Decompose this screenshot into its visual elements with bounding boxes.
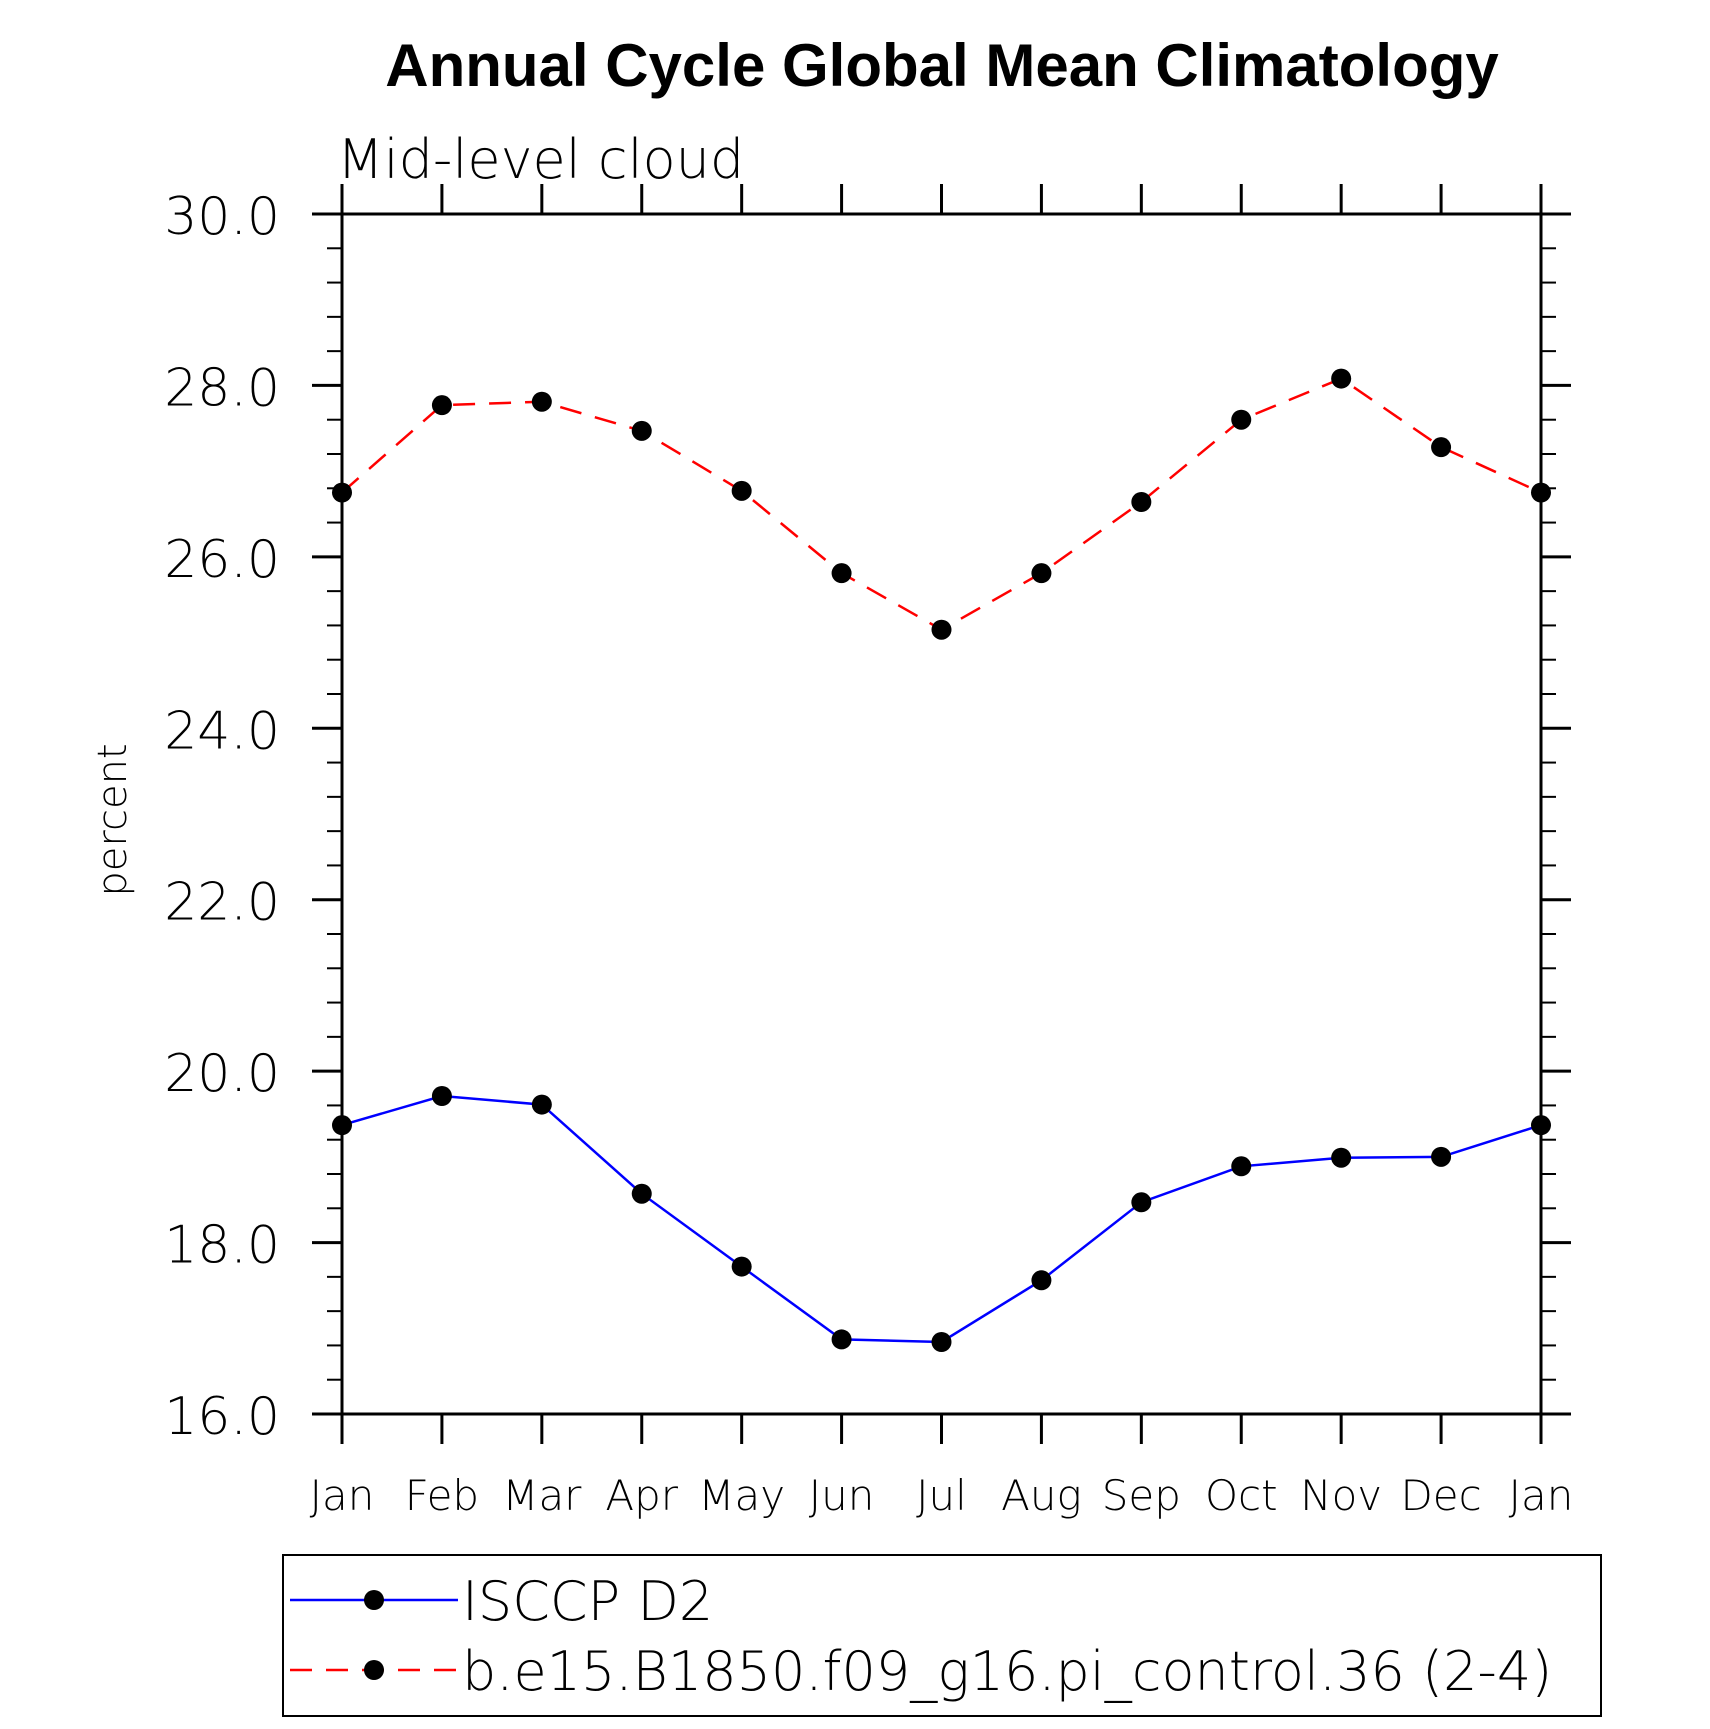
x-tick-label: Nov	[1300, 1471, 1382, 1520]
data-point	[631, 1183, 652, 1204]
data-point	[1231, 409, 1252, 430]
x-tick-label: May	[698, 1471, 785, 1520]
data-point	[431, 395, 452, 416]
legend-marker-1	[364, 1660, 384, 1680]
x-tick-label: Apr	[605, 1471, 678, 1520]
legend-marker-0	[364, 1590, 384, 1610]
legend-label-1: b.e15.B1850.f09_g16.pi_control.36 (2-4)	[462, 1640, 1552, 1703]
x-tick-label: Feb	[405, 1471, 479, 1520]
data-point	[931, 1332, 952, 1352]
x-tick-label: Aug	[1001, 1471, 1082, 1520]
x-tick-label: Dec	[1400, 1471, 1481, 1520]
data-point	[1331, 1147, 1352, 1168]
series-line-0	[341, 1094, 1542, 1344]
y-tick-label: 16.0	[164, 1387, 280, 1447]
plot-frame	[340, 212, 1543, 1416]
x-tick-label: Jul	[916, 1471, 967, 1520]
y-tick-label: 18.0	[164, 1216, 280, 1276]
chart-subtitle: Mid-level cloud	[337, 128, 744, 191]
data-point	[731, 480, 752, 501]
data-point	[831, 563, 852, 584]
y-axis-label: percent	[90, 743, 136, 896]
x-tick-label: Mar	[502, 1471, 582, 1520]
legend-box	[282, 1554, 1602, 1717]
data-point	[1031, 563, 1052, 584]
y-tick-label: 26.0	[164, 530, 280, 590]
x-tick-label: Jan	[310, 1471, 375, 1520]
data-point	[831, 1329, 852, 1350]
data-point	[1231, 1156, 1252, 1177]
data-point	[1131, 1192, 1152, 1213]
data-point	[1431, 437, 1452, 458]
y-tick-label: 20.0	[164, 1044, 280, 1104]
y-tick-label: 28.0	[164, 358, 280, 418]
y-tick-label: 24.0	[164, 701, 280, 761]
y-tick-label: 30.0	[164, 187, 280, 247]
data-point	[631, 420, 652, 441]
chart-title: Annual Cycle Global Mean Climatology	[385, 32, 1499, 99]
series-layer	[332, 368, 1551, 1352]
data-point	[1431, 1146, 1452, 1167]
data-point	[531, 391, 552, 412]
x-tick-label: Jan	[1509, 1471, 1574, 1520]
legend: ISCCP D2 b.e15.B1850.f09_g16.pi_control.3…	[282, 1554, 1602, 1717]
x-tick-label: Sep	[1102, 1471, 1181, 1520]
x-tick-label: Jun	[809, 1471, 875, 1520]
x-tick-label: Oct	[1205, 1471, 1278, 1520]
y-tick-label: 22.0	[164, 873, 280, 933]
data-point	[931, 619, 952, 640]
data-point	[731, 1256, 752, 1277]
series-line-1	[341, 377, 1542, 632]
data-point	[1131, 492, 1152, 512]
tick-labels: Jan Feb Mar Apr May Jun Jul Aug Sep Oct Nov Dec Jan 1…	[164, 187, 1573, 1520]
axis-ticks	[312, 184, 1571, 1444]
legend-label-0: ISCCP D2	[462, 1570, 713, 1633]
data-point	[1331, 368, 1352, 389]
data-point	[531, 1094, 552, 1115]
data-point	[431, 1086, 452, 1106]
data-point	[1031, 1270, 1052, 1291]
